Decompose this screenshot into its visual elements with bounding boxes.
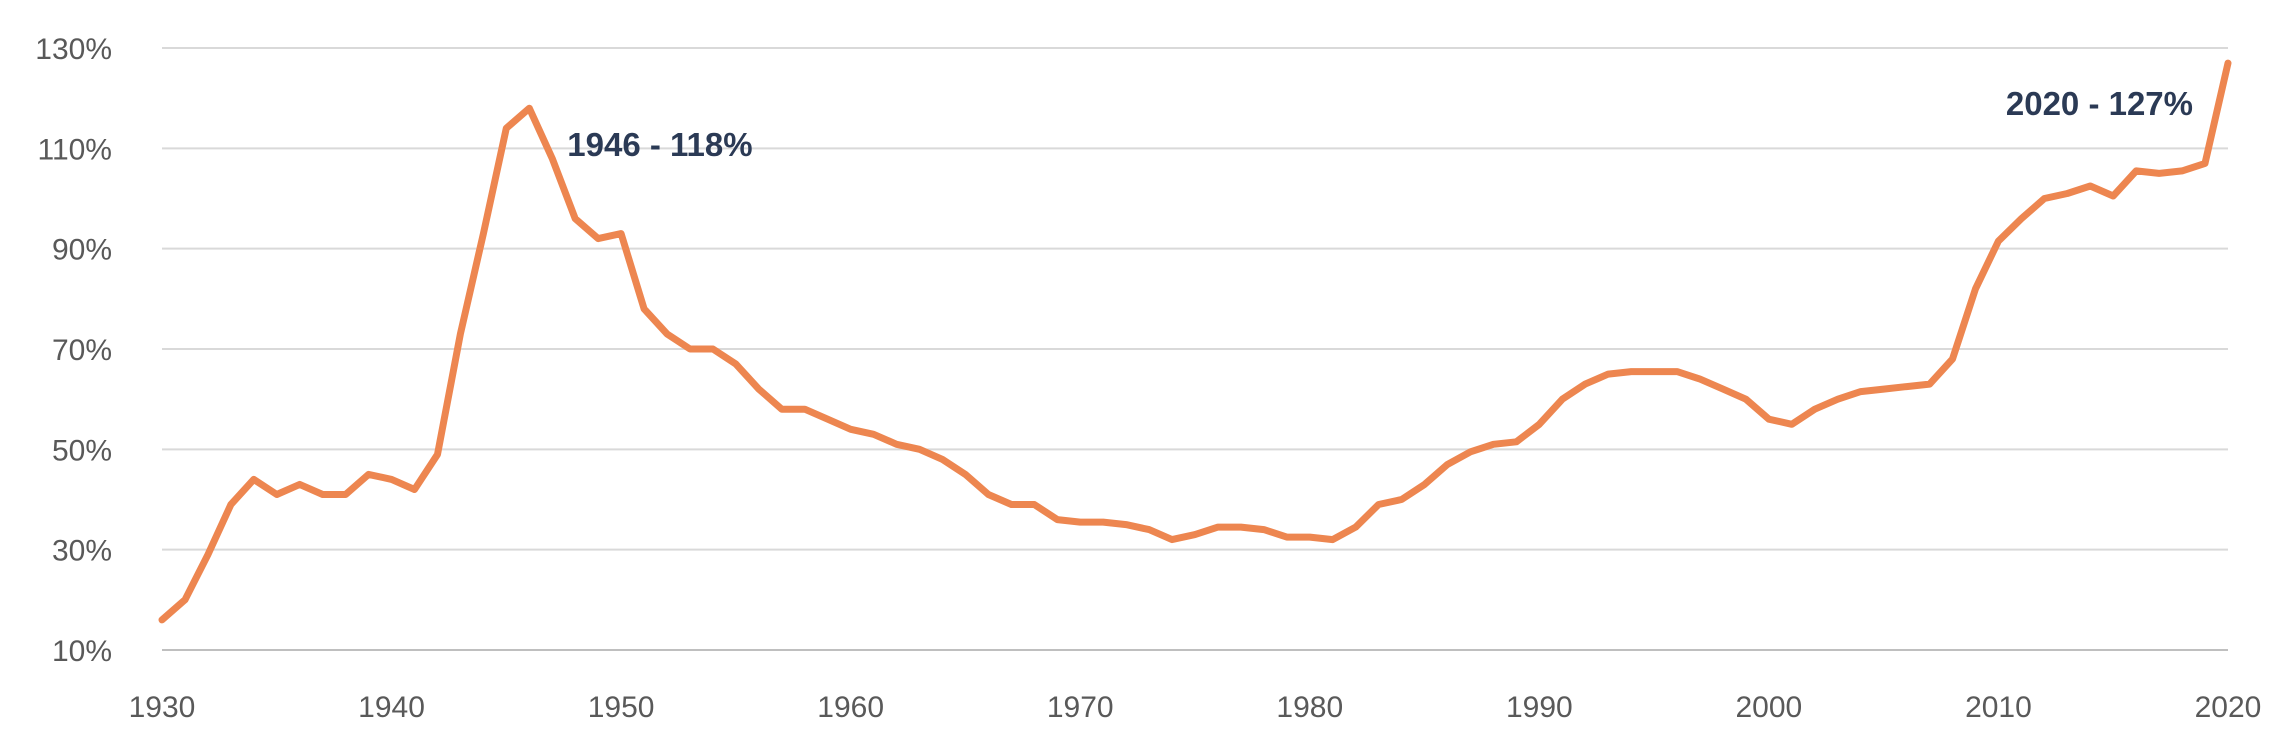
series-layer	[158, 59, 2232, 624]
y-axis-tick-labels: 10% 30% 50% 70% 90% 110% 130%	[35, 33, 112, 668]
series-line-0	[158, 59, 2232, 624]
y-tick-label: 70%	[52, 334, 112, 367]
y-tick-label: 90%	[52, 234, 112, 267]
x-tick-label: 2020	[2195, 691, 2262, 724]
annotation-label: 2020 - 127%	[2006, 85, 2193, 122]
x-tick-label: 2010	[1965, 691, 2032, 724]
x-tick-label: 1980	[1276, 691, 1343, 724]
x-tick-label: 1930	[129, 691, 196, 724]
y-tick-label: 130%	[35, 33, 112, 66]
gridlines	[162, 47, 2228, 551]
y-tick-label: 110%	[37, 133, 112, 166]
annotation-label: 1946 - 118%	[567, 126, 752, 163]
x-tick-label: 2000	[1736, 691, 1803, 724]
annotations: 1946 - 118% 2020 - 127%	[567, 85, 2193, 163]
x-tick-label: 1960	[817, 691, 884, 724]
y-tick-label: 50%	[52, 434, 112, 467]
x-tick-label: 1940	[358, 691, 425, 724]
x-axis-tick-labels: 1930 1940 1950 1960 1970 1980 1990 2000 2010 2020	[129, 691, 2262, 724]
x-tick-label: 1990	[1506, 691, 1573, 724]
x-tick-label: 1950	[588, 691, 655, 724]
y-tick-label: 30%	[52, 535, 112, 568]
y-tick-label: 10%	[52, 635, 112, 668]
x-tick-label: 1970	[1047, 691, 1114, 724]
